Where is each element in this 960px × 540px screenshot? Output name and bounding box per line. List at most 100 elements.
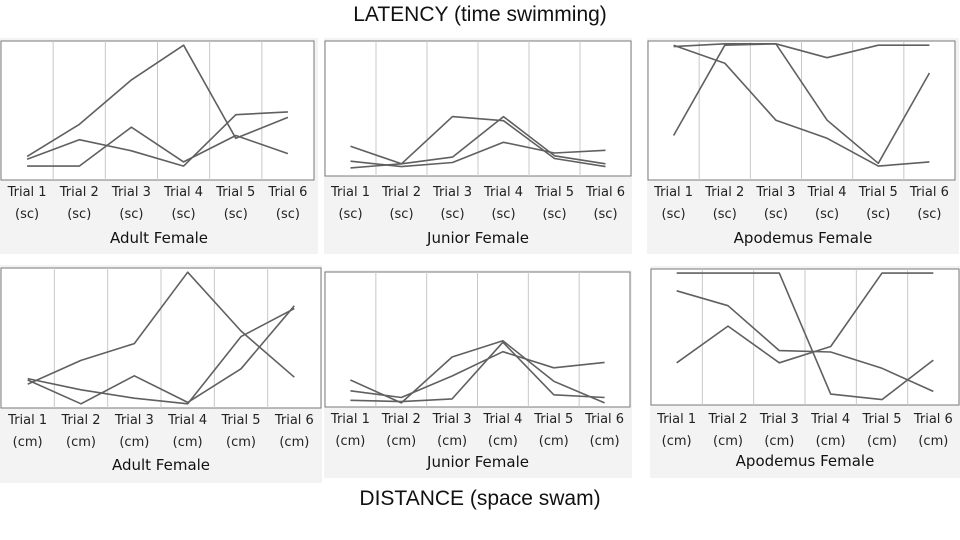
series-line-2 <box>676 290 934 393</box>
x-tick-unit: (cm) <box>539 434 569 449</box>
chart-latency-adult-female: Trial 1 (sc) Trial 2 (sc) Trial 3 (sc) Trial 4… <box>0 38 318 254</box>
latency-title: LATENCY (time swimming) <box>353 3 607 26</box>
x-tick-unit: (cm) <box>386 434 416 449</box>
x-tick-unit: (cm) <box>437 434 467 449</box>
x-tick-label: Trial 2 <box>708 412 748 427</box>
x-tick-label: Trial 5 <box>858 185 898 200</box>
x-tick-unit: (cm) <box>764 434 794 449</box>
x-tick-unit: (cm) <box>488 434 518 449</box>
x-tick-unit: (sc) <box>276 207 300 222</box>
x-tick-unit: (sc) <box>593 207 617 222</box>
x-tick-label: Trial 4 <box>483 185 523 200</box>
x-tick-label: Trial 2 <box>381 185 421 200</box>
x-tick-unit: (sc) <box>542 207 566 222</box>
x-tick-label: Trial 3 <box>111 185 151 200</box>
x-tick-label: Trial 1 <box>656 412 696 427</box>
x-tick-unit: (cm) <box>867 434 897 449</box>
x-tick-unit: (sc) <box>389 207 413 222</box>
x-tick-label: Trial 5 <box>221 413 261 428</box>
series-line-3 <box>27 126 289 167</box>
x-tick-unit: (sc) <box>662 207 686 222</box>
x-tick-unit: (sc) <box>917 207 941 222</box>
x-tick-label: Trial 1 <box>7 413 47 428</box>
x-tick-unit: (cm) <box>119 435 149 450</box>
chart-svg: Trial 1 (sc) Trial 2 (sc) Trial 3 (sc) Trial 4… <box>324 40 632 222</box>
series-line-2 <box>27 305 295 405</box>
series-line-3 <box>27 307 295 405</box>
x-tick-label: Trial 6 <box>274 413 314 428</box>
chart-title: Junior Female <box>427 453 529 471</box>
chart-title: Adult Female <box>109 229 209 247</box>
chart-distance-junior-female: Trial 1 (cm) Trial 2 (cm) Trial 3 (cm) Trial 4… <box>324 270 632 478</box>
x-tick-unit: (sc) <box>172 207 196 222</box>
chart-svg: Trial 1 (sc) Trial 2 (sc) Trial 3 (sc) Trial 4… <box>647 40 956 222</box>
x-tick-label: Trial 2 <box>704 185 744 200</box>
series-line-1 <box>350 340 605 404</box>
chart-title: Apodemus Female <box>735 452 875 470</box>
series-line-3 <box>672 43 931 165</box>
x-tick-unit: (sc) <box>764 207 788 222</box>
x-tick-unit: (sc) <box>815 207 839 222</box>
x-tick-label: Trial 5 <box>534 185 574 200</box>
x-tick-unit: (sc) <box>491 207 515 222</box>
x-tick-unit: (cm) <box>918 434 948 449</box>
x-tick-label: Trial 4 <box>810 412 850 427</box>
x-tick-label: Trial 3 <box>755 185 795 200</box>
x-tick-unit: (cm) <box>279 435 309 450</box>
x-tick-label: Trial 1 <box>7 185 47 200</box>
x-tick-unit: (cm) <box>662 434 692 449</box>
x-tick-label: Trial 1 <box>653 185 693 200</box>
x-tick-unit: (cm) <box>226 435 256 450</box>
x-tick-unit: (cm) <box>66 435 96 450</box>
x-tick-unit: (cm) <box>713 434 743 449</box>
series-line-3 <box>350 141 606 168</box>
x-tick-label: Trial 1 <box>330 185 370 200</box>
chart-svg: Trial 1 (cm) Trial 2 (cm) Trial 3 (cm) Trial 4… <box>324 271 631 449</box>
chart-title: Junior Female <box>427 229 529 247</box>
chart-title: Apodemus Female <box>733 229 873 247</box>
series-line-1 <box>350 115 606 168</box>
series-line-1 <box>27 271 295 385</box>
series-line-2 <box>350 115 606 169</box>
x-tick-unit: (cm) <box>13 435 43 450</box>
series-line-1 <box>26 44 289 158</box>
x-tick-label: Trial 6 <box>584 412 624 427</box>
x-tick-label: Trial 6 <box>913 412 953 427</box>
chart-latency-junior-female: Trial 1 (sc) Trial 2 (sc) Trial 3 (sc) Trial 4… <box>324 38 632 254</box>
x-tick-unit: (sc) <box>338 207 362 222</box>
series-line-2 <box>26 111 288 167</box>
x-tick-label: Trial 2 <box>59 185 99 200</box>
chart-title: Adult Female <box>111 456 211 474</box>
x-tick-label: Trial 6 <box>909 185 949 200</box>
x-tick-label: Trial 5 <box>862 412 902 427</box>
series-line-2 <box>350 341 605 403</box>
chart-svg: Trial 1 (cm) Trial 2 (cm) Trial 3 (cm) Trial 4… <box>650 268 960 449</box>
x-tick-label: Trial 3 <box>114 413 154 428</box>
distance-title: DISTANCE (space swam) <box>359 487 601 510</box>
x-tick-label: Trial 5 <box>215 185 255 200</box>
x-tick-label: Trial 5 <box>533 412 573 427</box>
x-tick-label: Trial 1 <box>330 412 370 427</box>
x-tick-label: Trial 6 <box>267 185 307 200</box>
x-tick-label: Trial 2 <box>381 412 421 427</box>
x-tick-unit: (sc) <box>119 207 143 222</box>
x-tick-label: Trial 3 <box>432 412 472 427</box>
chart-svg: Trial 1 (sc) Trial 2 (sc) Trial 3 (sc) Trial 4… <box>0 40 315 222</box>
chart-svg: Trial 1 (cm) Trial 2 (cm) Trial 3 (cm) Trial 4… <box>0 267 322 450</box>
x-tick-label: Trial 4 <box>163 185 203 200</box>
series-line-1 <box>676 272 934 401</box>
chart-latency-apodemus-female: Trial 1 (sc) Trial 2 (sc) Trial 3 (sc) Trial 4… <box>647 38 959 254</box>
x-tick-label: Trial 4 <box>482 412 522 427</box>
x-tick-label: Trial 4 <box>167 413 207 428</box>
x-tick-unit: (sc) <box>440 207 464 222</box>
series-line-3 <box>350 350 605 399</box>
x-tick-unit: (sc) <box>866 207 890 222</box>
x-tick-unit: (cm) <box>335 434 365 449</box>
x-tick-unit: (sc) <box>15 207 39 222</box>
x-tick-label: Trial 6 <box>585 185 625 200</box>
x-tick-unit: (cm) <box>173 435 203 450</box>
x-tick-label: Trial 4 <box>807 185 847 200</box>
x-tick-unit: (cm) <box>816 434 846 449</box>
chart-distance-adult-female: Trial 1 (cm) Trial 2 (cm) Trial 3 (cm) Trial 4… <box>0 265 322 483</box>
x-tick-unit: (sc) <box>713 207 737 222</box>
